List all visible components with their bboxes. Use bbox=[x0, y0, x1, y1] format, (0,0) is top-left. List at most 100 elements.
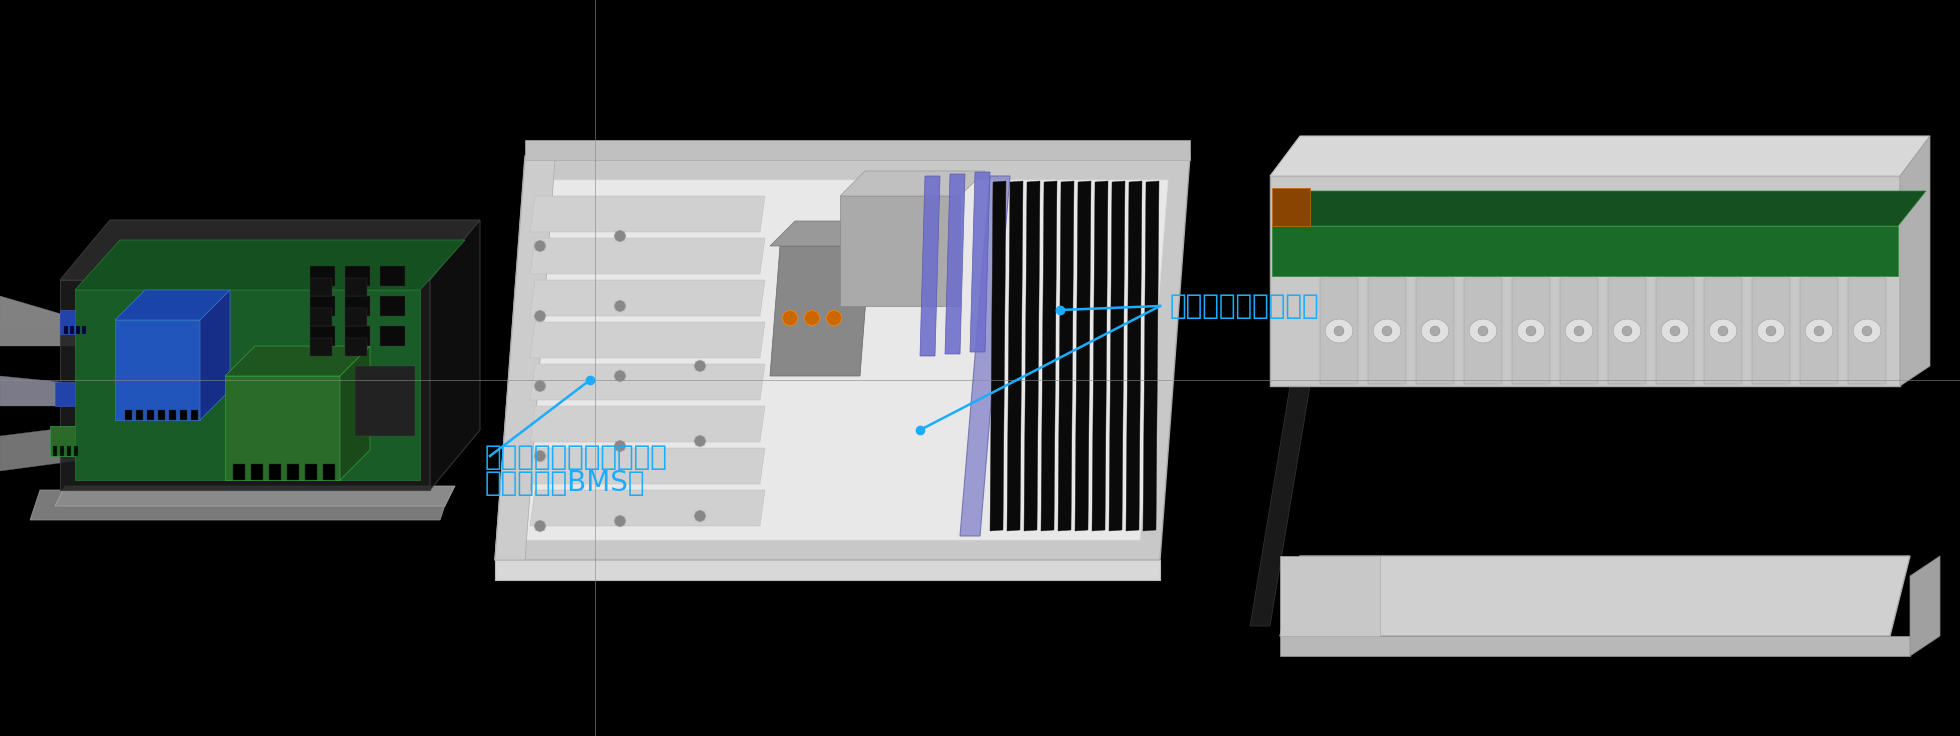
Polygon shape bbox=[125, 410, 131, 420]
Polygon shape bbox=[55, 486, 455, 506]
Polygon shape bbox=[1574, 326, 1584, 336]
Polygon shape bbox=[1272, 188, 1309, 226]
Polygon shape bbox=[1848, 278, 1886, 384]
Polygon shape bbox=[310, 308, 331, 326]
Polygon shape bbox=[0, 325, 84, 327]
Polygon shape bbox=[1517, 319, 1544, 343]
Polygon shape bbox=[496, 160, 555, 560]
Polygon shape bbox=[841, 171, 986, 196]
Polygon shape bbox=[1766, 326, 1776, 336]
Polygon shape bbox=[533, 450, 547, 462]
Polygon shape bbox=[1109, 181, 1125, 531]
Polygon shape bbox=[529, 280, 764, 316]
Polygon shape bbox=[1607, 278, 1646, 384]
Polygon shape bbox=[323, 464, 335, 480]
Polygon shape bbox=[380, 266, 406, 286]
Polygon shape bbox=[613, 370, 625, 382]
Polygon shape bbox=[1613, 319, 1641, 343]
Polygon shape bbox=[74, 446, 78, 456]
Polygon shape bbox=[1464, 278, 1501, 384]
Polygon shape bbox=[782, 310, 798, 326]
Polygon shape bbox=[0, 333, 84, 334]
Polygon shape bbox=[225, 376, 339, 480]
Polygon shape bbox=[770, 221, 886, 246]
Text: バッテリモジュール: バッテリモジュール bbox=[1170, 292, 1319, 320]
Polygon shape bbox=[345, 296, 370, 316]
Polygon shape bbox=[310, 338, 331, 356]
Polygon shape bbox=[1335, 326, 1345, 336]
Text: バッテリーマネジメント: バッテリーマネジメント bbox=[484, 443, 668, 471]
Polygon shape bbox=[1415, 278, 1454, 384]
Polygon shape bbox=[233, 464, 245, 480]
Polygon shape bbox=[1719, 326, 1729, 336]
Polygon shape bbox=[496, 160, 1186, 560]
Polygon shape bbox=[1623, 326, 1633, 336]
Polygon shape bbox=[825, 310, 843, 326]
Polygon shape bbox=[1023, 181, 1041, 531]
Polygon shape bbox=[51, 426, 82, 456]
Polygon shape bbox=[310, 296, 335, 316]
Polygon shape bbox=[841, 196, 960, 306]
Polygon shape bbox=[1270, 176, 1899, 386]
Polygon shape bbox=[0, 335, 84, 336]
Polygon shape bbox=[613, 300, 625, 312]
Polygon shape bbox=[1478, 326, 1488, 336]
Polygon shape bbox=[1280, 636, 1909, 656]
Polygon shape bbox=[310, 266, 335, 286]
Polygon shape bbox=[61, 310, 90, 334]
Polygon shape bbox=[1431, 326, 1441, 336]
Polygon shape bbox=[76, 326, 80, 334]
Polygon shape bbox=[1527, 326, 1537, 336]
Polygon shape bbox=[1670, 326, 1680, 336]
Polygon shape bbox=[529, 406, 764, 442]
Polygon shape bbox=[306, 464, 318, 480]
Polygon shape bbox=[1368, 278, 1405, 384]
Polygon shape bbox=[345, 338, 367, 356]
Polygon shape bbox=[1421, 319, 1448, 343]
Polygon shape bbox=[1325, 319, 1352, 343]
Polygon shape bbox=[286, 464, 300, 480]
Polygon shape bbox=[180, 410, 186, 420]
Polygon shape bbox=[529, 364, 764, 400]
Polygon shape bbox=[1270, 136, 1931, 176]
Polygon shape bbox=[200, 290, 229, 420]
Polygon shape bbox=[519, 180, 1168, 540]
Polygon shape bbox=[61, 220, 480, 280]
Polygon shape bbox=[429, 220, 480, 490]
Polygon shape bbox=[1250, 386, 1309, 626]
Polygon shape bbox=[529, 490, 764, 526]
Polygon shape bbox=[970, 172, 990, 352]
Polygon shape bbox=[496, 156, 1190, 560]
Polygon shape bbox=[613, 515, 625, 527]
Polygon shape bbox=[529, 322, 764, 358]
Polygon shape bbox=[1815, 326, 1825, 336]
Text: システム（BMS）: システム（BMS） bbox=[484, 469, 645, 497]
Polygon shape bbox=[0, 328, 84, 329]
Polygon shape bbox=[1319, 278, 1358, 384]
Polygon shape bbox=[225, 346, 370, 376]
Polygon shape bbox=[1058, 181, 1074, 531]
Polygon shape bbox=[0, 340, 84, 342]
Polygon shape bbox=[1280, 556, 1380, 636]
Polygon shape bbox=[190, 410, 198, 420]
Polygon shape bbox=[529, 448, 764, 484]
Polygon shape bbox=[82, 326, 86, 334]
Polygon shape bbox=[613, 230, 625, 242]
Polygon shape bbox=[529, 238, 764, 274]
Polygon shape bbox=[339, 346, 370, 480]
Polygon shape bbox=[804, 310, 819, 326]
Polygon shape bbox=[770, 246, 870, 376]
Polygon shape bbox=[55, 382, 84, 406]
Polygon shape bbox=[1272, 191, 1927, 226]
Polygon shape bbox=[269, 464, 280, 480]
Polygon shape bbox=[345, 308, 367, 326]
Polygon shape bbox=[355, 366, 416, 436]
Polygon shape bbox=[1660, 319, 1690, 343]
Polygon shape bbox=[0, 330, 84, 331]
Polygon shape bbox=[1272, 226, 1897, 276]
Polygon shape bbox=[1468, 319, 1497, 343]
Polygon shape bbox=[0, 426, 80, 471]
Polygon shape bbox=[613, 440, 625, 452]
Polygon shape bbox=[310, 278, 331, 296]
Polygon shape bbox=[496, 560, 1160, 580]
